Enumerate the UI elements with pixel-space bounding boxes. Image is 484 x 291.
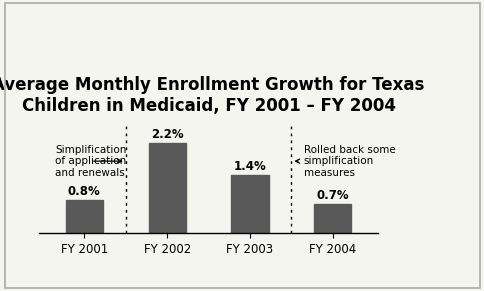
Bar [231, 175, 268, 233]
Text: 1.4%: 1.4% [233, 160, 266, 173]
Bar [314, 204, 351, 233]
Bar [148, 143, 185, 233]
Title: Average Monthly Enrollment Growth for Texas
Children in Medicaid, FY 2001 – FY 2: Average Monthly Enrollment Growth for Te… [0, 76, 424, 115]
Text: Rolled back some
simplification
measures: Rolled back some simplification measures [295, 145, 395, 178]
Text: 0.8%: 0.8% [68, 185, 101, 198]
Text: 0.7%: 0.7% [316, 189, 348, 202]
Text: 2.2%: 2.2% [151, 128, 183, 141]
Bar [65, 200, 103, 233]
Text: Simplification
of application
and renewals: Simplification of application and renewa… [55, 145, 126, 178]
